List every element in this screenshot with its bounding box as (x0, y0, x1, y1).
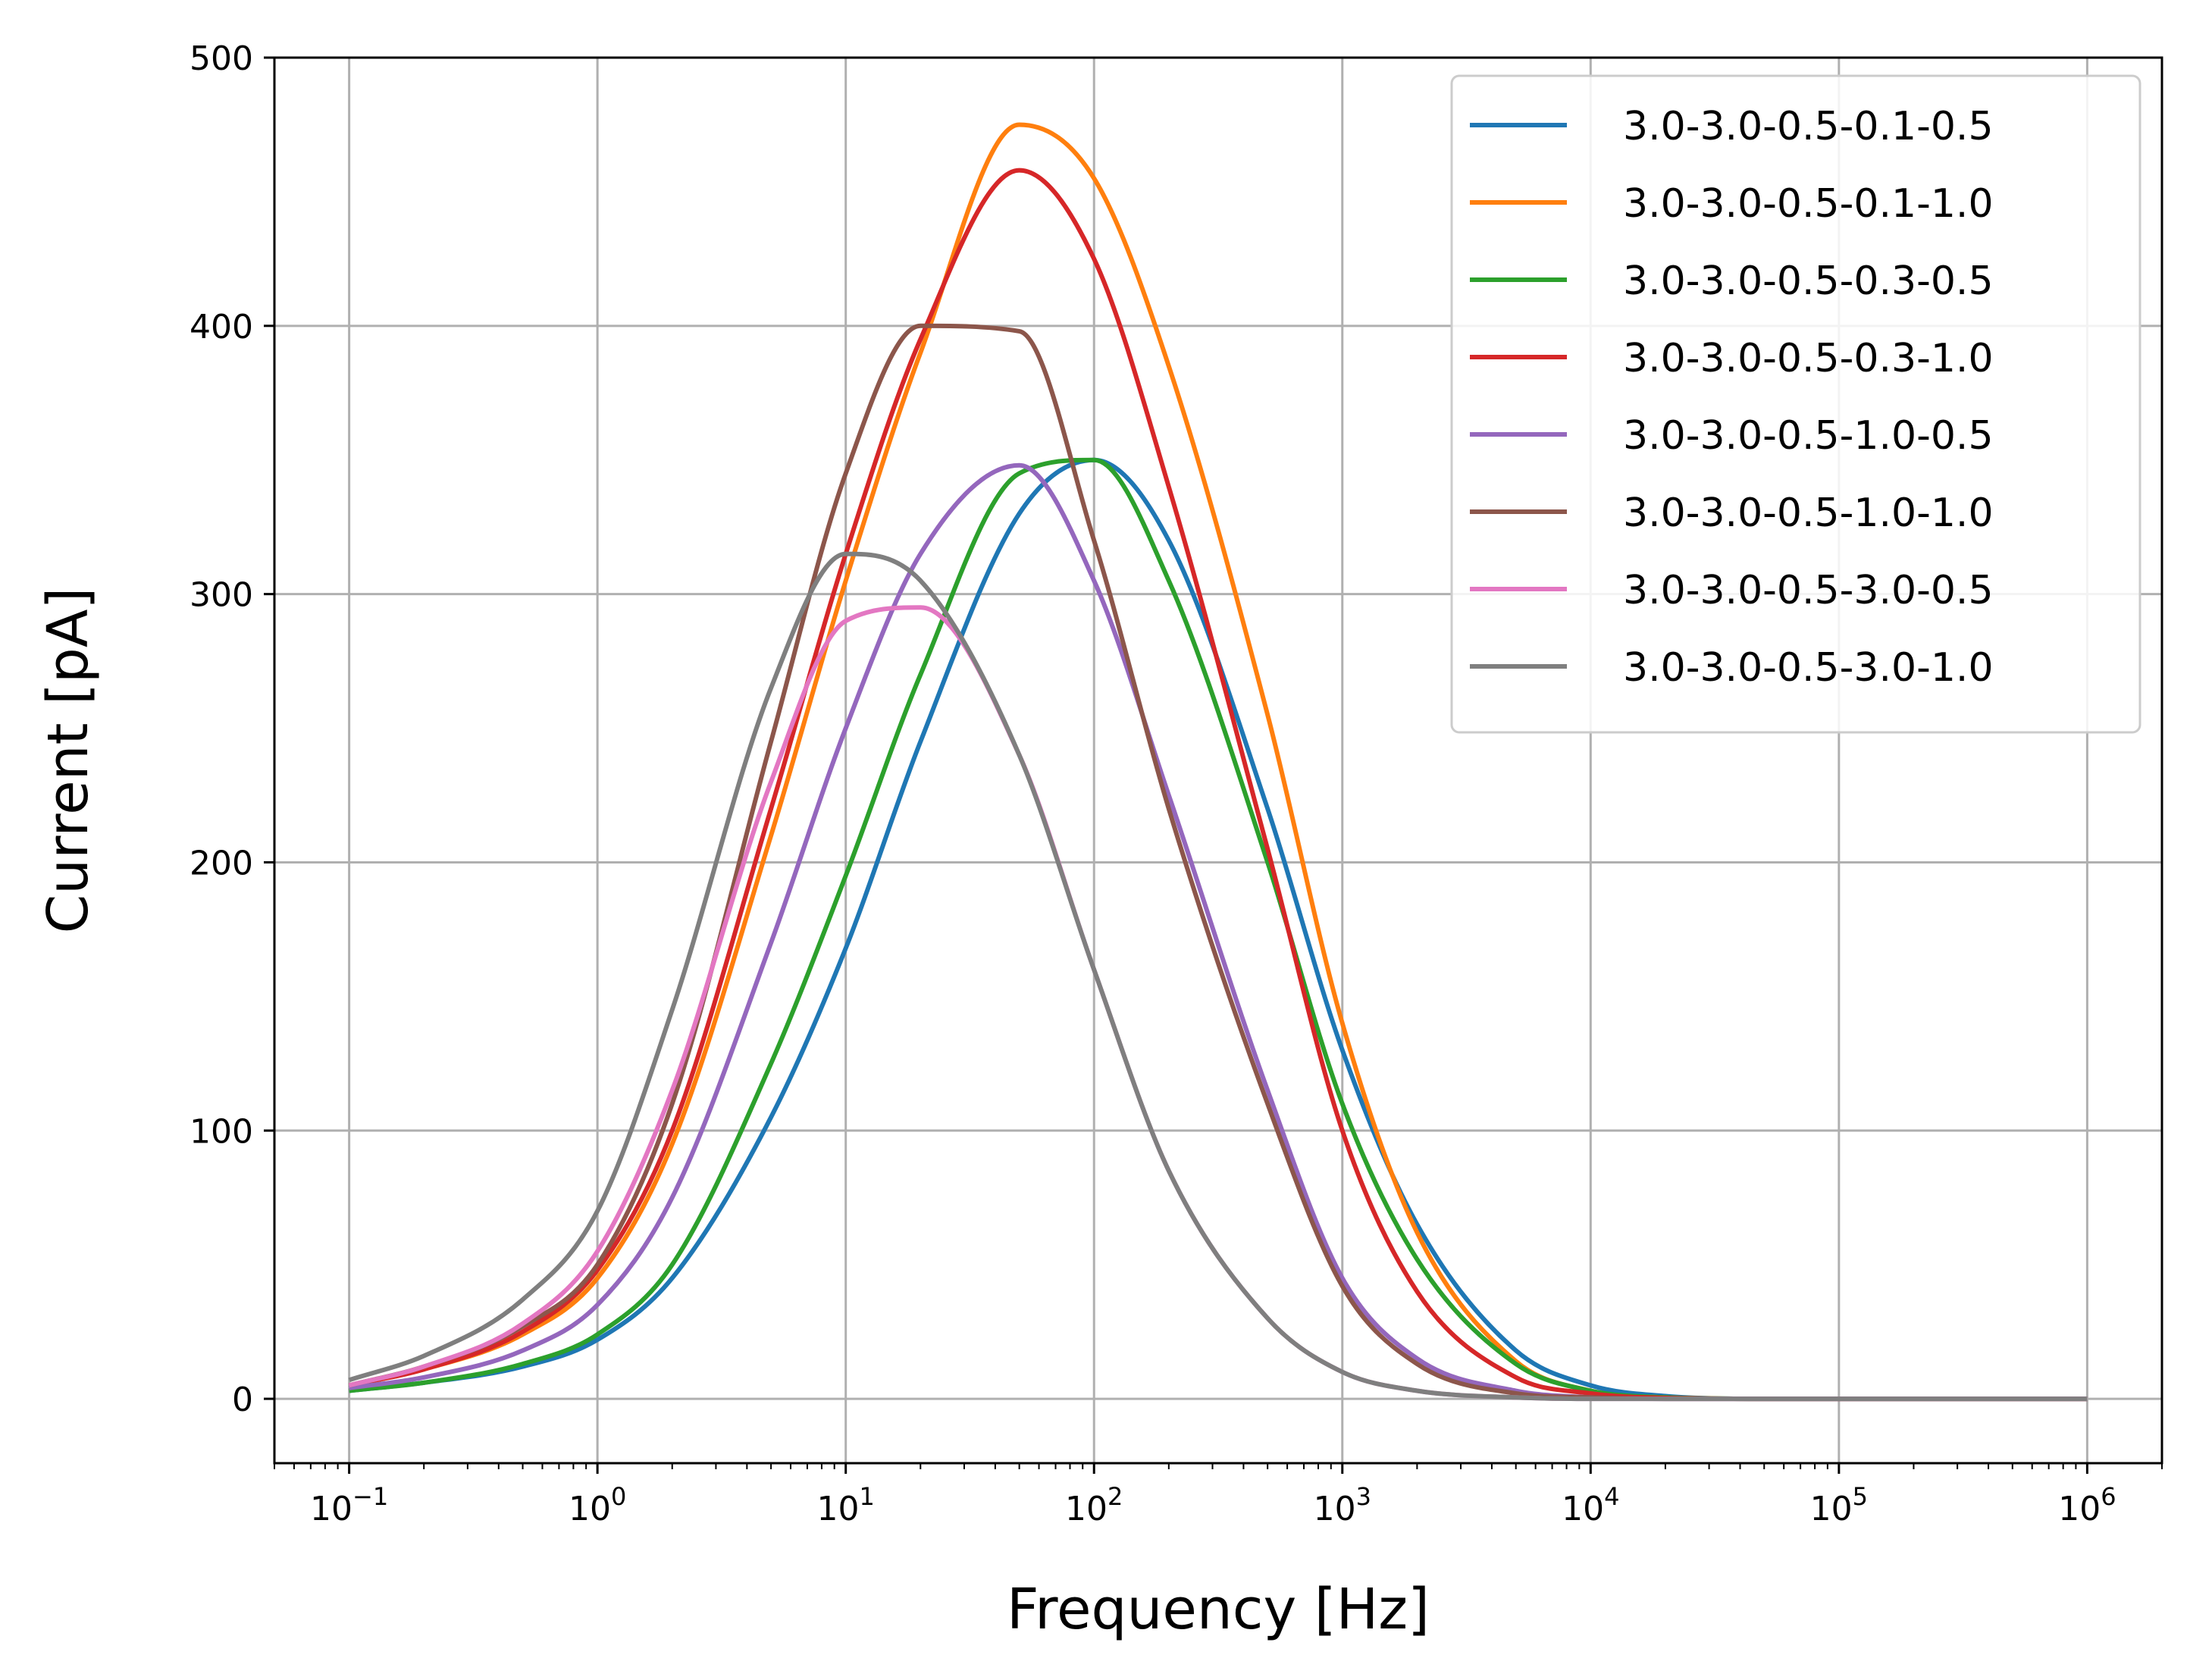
x-tick-label: 101 (817, 1482, 875, 1528)
y-tick-label: 300 (190, 576, 253, 615)
x-axis: 10−1 100 101 102 103 104 105 106 (274, 1463, 2163, 1528)
legend-box (1450, 74, 2141, 734)
legend-label: 3.0-3.0-0.5-0.3-1.0 (1623, 336, 1994, 381)
y-tick-label: 100 (190, 1112, 253, 1151)
legend-label: 3.0-3.0-0.5-3.0-1.0 (1623, 645, 1994, 691)
legend-label: 3.0-3.0-0.5-0.1-1.0 (1623, 181, 1994, 227)
series-line (348, 551, 2088, 1402)
y-tick-label: 400 (190, 308, 253, 346)
legend-label: 3.0-3.0-0.5-1.0-1.0 (1623, 491, 1994, 536)
y-tick-label: 500 (190, 39, 253, 78)
x-axis-title: Frequency [Hz] (1007, 1577, 1430, 1642)
x-tick-label: 10−1 (310, 1482, 388, 1528)
series-lines (348, 122, 2088, 1402)
legend-label: 3.0-3.0-0.5-1.0-0.5 (1623, 413, 1994, 459)
y-tick-label: 200 (190, 844, 253, 882)
x-tick-label: 104 (1562, 1482, 1619, 1528)
y-tick-label: 0 (232, 1381, 253, 1419)
y-axis: 0 100 200 300 400 500 (190, 39, 274, 1419)
x-tick-label: 100 (569, 1482, 626, 1528)
legend-label: 3.0-3.0-0.5-3.0-0.5 (1623, 568, 1994, 613)
series-line (348, 168, 2088, 1402)
legend: 3.0-3.0-0.5-0.1-0.5 3.0-3.0-0.5-0.1-1.0 3.… (1450, 74, 2141, 734)
x-tick-label: 105 (1810, 1482, 1868, 1528)
legend-label: 3.0-3.0-0.5-0.3-0.5 (1623, 259, 1994, 304)
x-tick-label: 106 (2058, 1482, 2116, 1528)
legend-label: 3.0-3.0-0.5-0.1-0.5 (1623, 104, 1994, 149)
x-tick-label: 103 (1314, 1482, 1371, 1528)
x-tick-label: 102 (1065, 1482, 1123, 1528)
series-line (349, 457, 2088, 1402)
y-axis-title: Current [pA] (36, 588, 101, 934)
plot-area-frame (273, 56, 2163, 1465)
